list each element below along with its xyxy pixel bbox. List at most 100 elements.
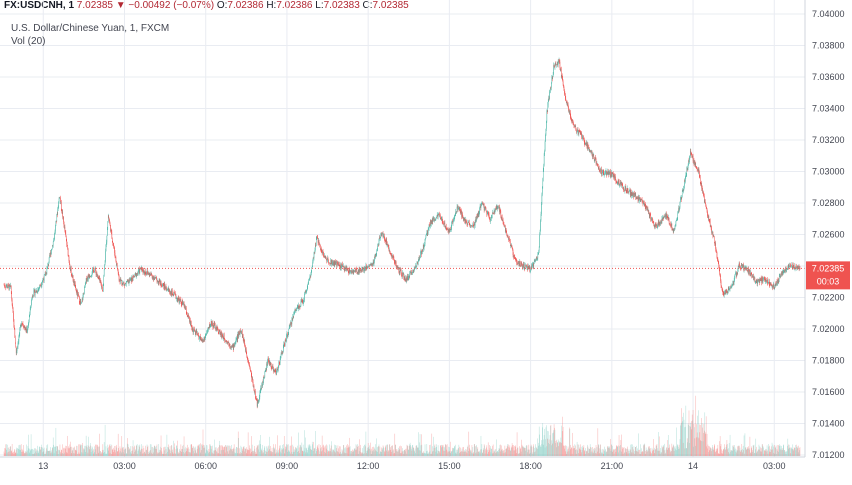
candle-body xyxy=(302,299,303,302)
volume-bar xyxy=(384,452,386,456)
candle-body xyxy=(358,267,360,273)
volume-bar xyxy=(47,451,49,456)
candle-body xyxy=(38,288,39,290)
volume-bar xyxy=(563,445,564,456)
volume-bar xyxy=(80,444,82,456)
candle-body xyxy=(291,322,292,325)
candle-body xyxy=(667,214,668,218)
candle-body xyxy=(256,399,257,400)
candle-body xyxy=(680,199,681,202)
candle-body xyxy=(150,273,152,275)
candle-body xyxy=(334,261,336,265)
candle-body xyxy=(178,298,179,300)
volume-bar xyxy=(387,444,388,456)
candle-body xyxy=(515,259,517,260)
volume-bar xyxy=(402,451,404,456)
candle-body xyxy=(215,328,216,330)
volume-bar xyxy=(782,449,783,456)
volume-bar xyxy=(198,446,199,456)
candle-body xyxy=(324,255,325,257)
candle-body xyxy=(566,100,567,103)
volume-bar xyxy=(95,444,96,456)
candle-body xyxy=(663,217,664,219)
volume-bar xyxy=(266,452,268,456)
candle-body xyxy=(26,329,27,332)
volume-bar xyxy=(772,444,774,456)
volume-bar xyxy=(733,449,735,456)
volume-bar xyxy=(158,449,160,456)
volume-bar xyxy=(396,449,398,456)
candle-body xyxy=(21,323,22,327)
candle-body xyxy=(600,169,602,172)
volume-bar xyxy=(226,446,228,456)
volume-bar xyxy=(789,447,790,456)
candle-body xyxy=(373,261,374,265)
candle-body xyxy=(518,261,520,264)
volume-bar xyxy=(139,444,141,456)
volume-bar xyxy=(25,451,27,456)
volume-bar xyxy=(792,449,793,456)
volume-bar xyxy=(178,452,179,456)
candle-body xyxy=(457,206,459,210)
volume-bar xyxy=(394,433,396,456)
candle-body xyxy=(317,237,319,243)
candle-body xyxy=(111,231,113,238)
candle-body xyxy=(559,61,561,68)
volume-bar xyxy=(557,439,559,456)
candle-body xyxy=(459,208,460,210)
candle-body xyxy=(237,334,238,340)
volume-bar xyxy=(760,451,761,456)
volume-bar xyxy=(572,448,574,456)
volume-bar xyxy=(29,449,31,456)
volume-bar xyxy=(405,448,407,456)
candle-body xyxy=(231,345,232,348)
candle-body xyxy=(396,266,398,269)
volume-bar xyxy=(565,451,567,456)
volume-bar xyxy=(576,441,578,456)
volume-bar xyxy=(278,452,279,456)
volume-bar xyxy=(271,450,272,456)
candle-body xyxy=(411,272,413,275)
volume-bar xyxy=(303,451,304,456)
candle-body xyxy=(50,252,51,256)
volume-bar xyxy=(295,447,297,456)
candle-body xyxy=(352,269,354,272)
candle-body xyxy=(653,225,655,226)
candle-body xyxy=(532,264,533,268)
volume-bar xyxy=(83,449,84,456)
volume-bar xyxy=(783,444,785,456)
candle-body xyxy=(703,191,704,195)
volume-bar xyxy=(641,448,642,456)
candle-body xyxy=(217,327,218,329)
candle-body xyxy=(281,352,283,355)
volume-bar xyxy=(496,439,497,456)
candle-body xyxy=(236,336,238,339)
volume-bar xyxy=(717,448,718,456)
volume-bar xyxy=(264,445,266,456)
volume-bar xyxy=(180,444,182,456)
volume-bar xyxy=(48,450,49,456)
candle-body xyxy=(695,163,697,168)
candle-body xyxy=(140,268,141,269)
volume-bar xyxy=(483,444,485,456)
symbol-name[interactable]: FX:USDCNH, 1 xyxy=(4,0,75,11)
candle-body xyxy=(106,235,108,243)
candle-body xyxy=(252,382,254,387)
volume-bar xyxy=(160,446,161,456)
volume-bar xyxy=(17,447,18,456)
candle-body xyxy=(439,213,440,216)
volume-bar xyxy=(90,443,91,456)
volume-bar xyxy=(102,444,104,456)
volume-bar xyxy=(392,445,393,456)
candle-body xyxy=(205,334,207,335)
volume-bar xyxy=(728,452,729,456)
volume-bar xyxy=(422,452,424,456)
volume-bar xyxy=(370,442,371,456)
candle-body xyxy=(523,264,525,268)
candle-body xyxy=(24,327,26,331)
volume-bar xyxy=(367,442,369,456)
candle-body xyxy=(447,228,449,232)
volume-bar xyxy=(75,450,76,456)
candle-body xyxy=(153,278,155,280)
